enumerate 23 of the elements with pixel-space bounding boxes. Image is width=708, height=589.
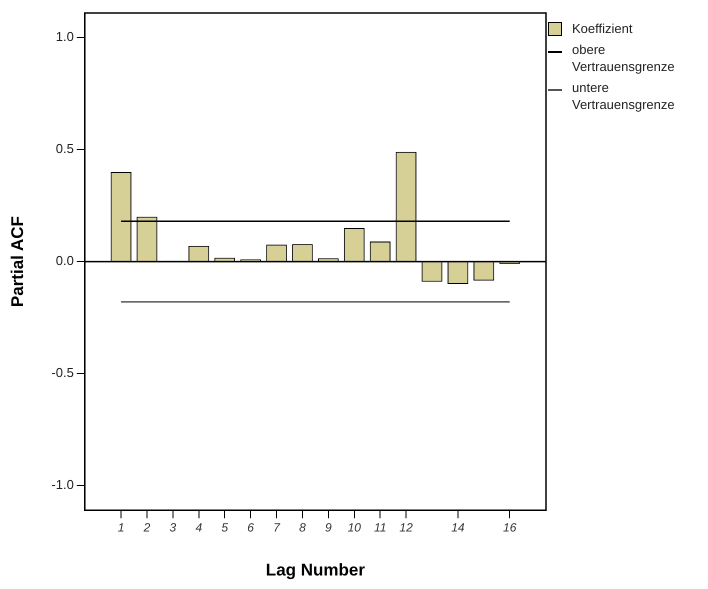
y-tick-label: 1.0 bbox=[56, 29, 74, 44]
y-tick-label: -0.5 bbox=[51, 365, 74, 380]
x-tick-label: 9 bbox=[325, 520, 332, 535]
y-axis-title: Partial ACF bbox=[8, 216, 27, 308]
x-axis-title: Lag Number bbox=[266, 560, 366, 580]
legend-label: Koeffizient bbox=[572, 20, 632, 37]
x-tick-label: 6 bbox=[247, 520, 254, 535]
x-tick-label: 11 bbox=[374, 520, 386, 535]
x-tick-label: 1 bbox=[118, 520, 124, 535]
y-tick-label: -1.0 bbox=[51, 477, 74, 492]
x-tick-label: 14 bbox=[451, 520, 465, 535]
x-tick-label: 2 bbox=[142, 520, 151, 535]
x-tick-label: 3 bbox=[170, 520, 177, 535]
y-tick-label: 0.0 bbox=[56, 253, 74, 268]
x-tick-label: 8 bbox=[299, 520, 306, 535]
x-tick-label: 16 bbox=[503, 520, 517, 535]
x-tick-label: 10 bbox=[348, 520, 362, 535]
legend-label: untere Vertrauensgrenze bbox=[572, 79, 676, 113]
y-tick-label: 0.5 bbox=[56, 141, 74, 156]
x-tick-label: 12 bbox=[399, 520, 414, 535]
x-tick-label: 7 bbox=[273, 520, 282, 535]
x-tick-label: 4 bbox=[195, 520, 202, 535]
x-tick-label: 5 bbox=[221, 520, 228, 535]
